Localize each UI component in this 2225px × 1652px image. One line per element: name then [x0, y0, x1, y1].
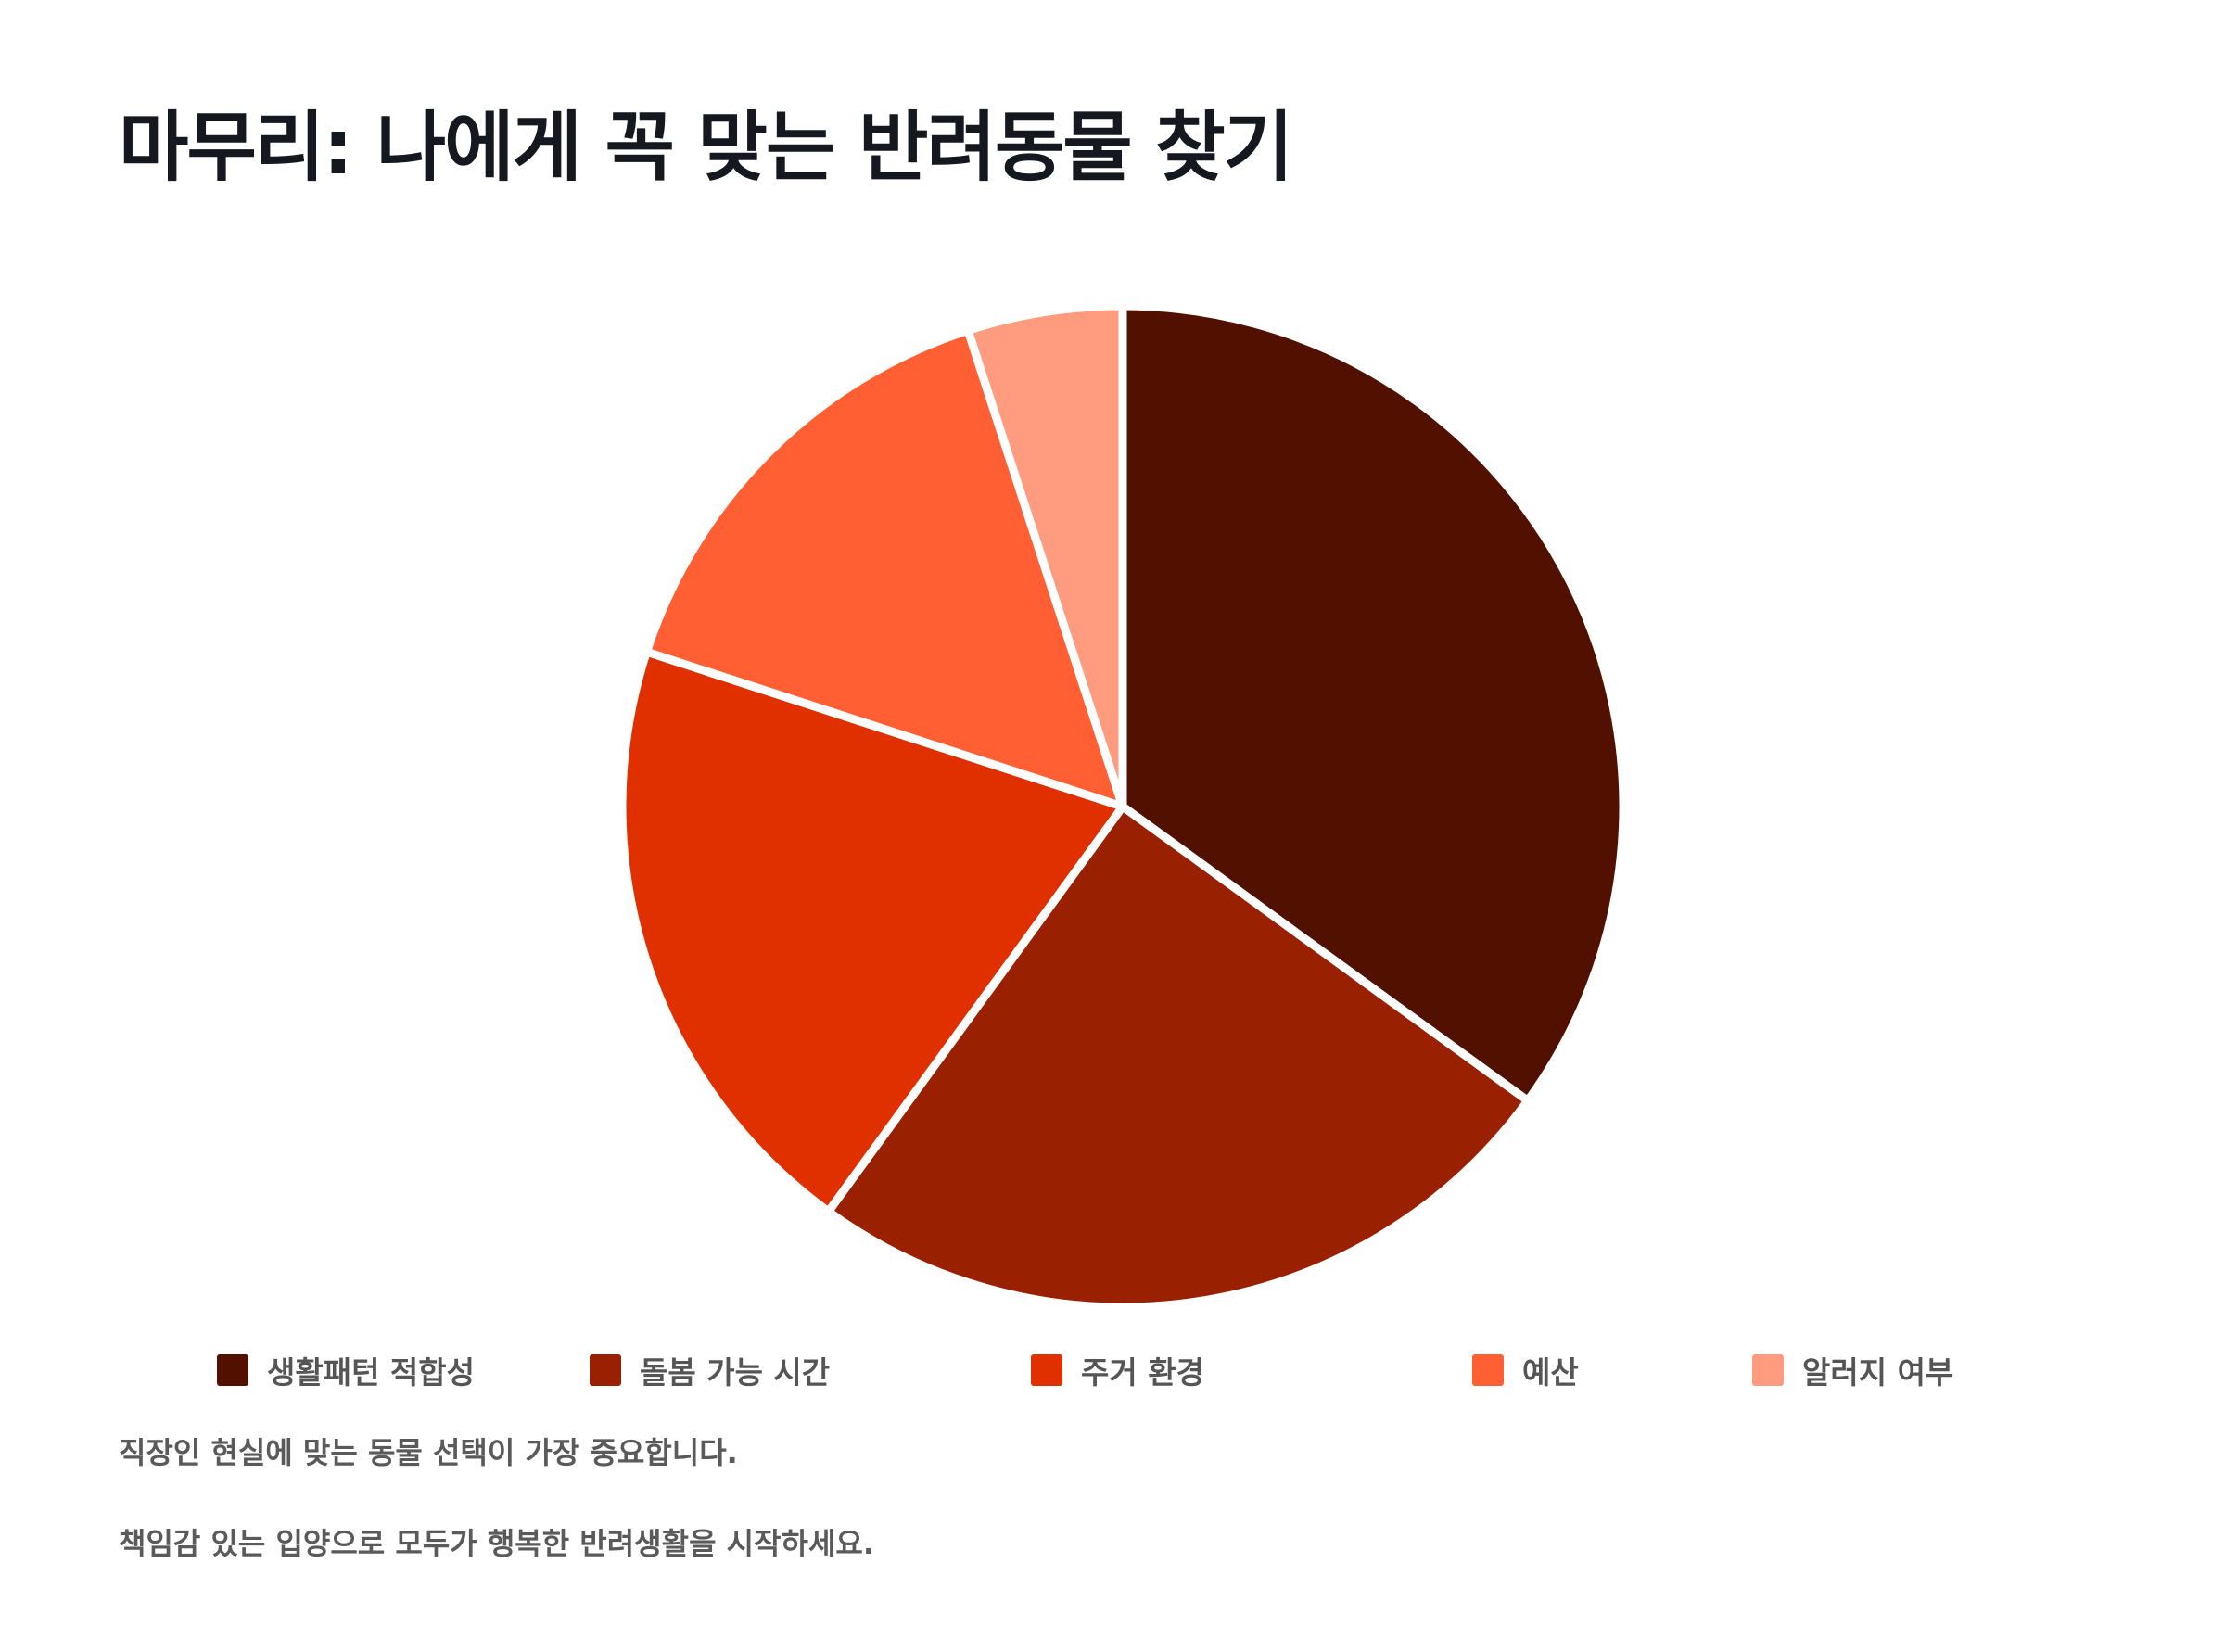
legend-item-budget[interactable]: 예산: [1472, 1342, 1579, 1398]
pie-slice-5[interactable]: [963, 301, 1127, 811]
pie-slice-1[interactable]: [1118, 301, 1628, 1105]
legend-label: 돌봄 가능 시간: [640, 1354, 831, 1391]
legend-swatch: [217, 1354, 248, 1386]
legend-label: 생활패턴 적합성: [267, 1354, 476, 1391]
legend-swatch: [1752, 1354, 1784, 1386]
pie-slice-3[interactable]: [617, 647, 1127, 1216]
chart-legend: 생활패턴 적합성 돌봄 가능 시간 주거 환경 예산 알러지 여부: [0, 1342, 2225, 1398]
pie-slice-2[interactable]: [824, 802, 1532, 1312]
legend-label: 예산: [1522, 1354, 1579, 1391]
footer-text-line-1: 직장인 현실에 맞는 동물 선택이 가장 중요합니다.: [119, 1435, 738, 1470]
legend-swatch: [590, 1354, 621, 1386]
legend-label: 알러지 여부: [1802, 1354, 1954, 1391]
legend-item-allergy[interactable]: 알러지 여부: [1752, 1342, 1953, 1398]
legend-swatch: [1031, 1354, 1062, 1386]
legend-item-lifestyle-fit[interactable]: 생활패턴 적합성: [217, 1342, 475, 1398]
legend-item-care-time[interactable]: 돌봄 가능 시간: [590, 1342, 830, 1398]
page-title: 마무리: 나에게 꼭 맞는 반려동물 찾기: [119, 104, 1293, 192]
legend-swatch: [1472, 1354, 1504, 1386]
legend-item-housing[interactable]: 주거 환경: [1031, 1342, 1204, 1398]
footer-text-line-2: 책임감 있는 입양으로 모두가 행복한 반려생활을 시작하세요.: [119, 1526, 875, 1561]
legend-label: 주거 환경: [1081, 1354, 1204, 1391]
